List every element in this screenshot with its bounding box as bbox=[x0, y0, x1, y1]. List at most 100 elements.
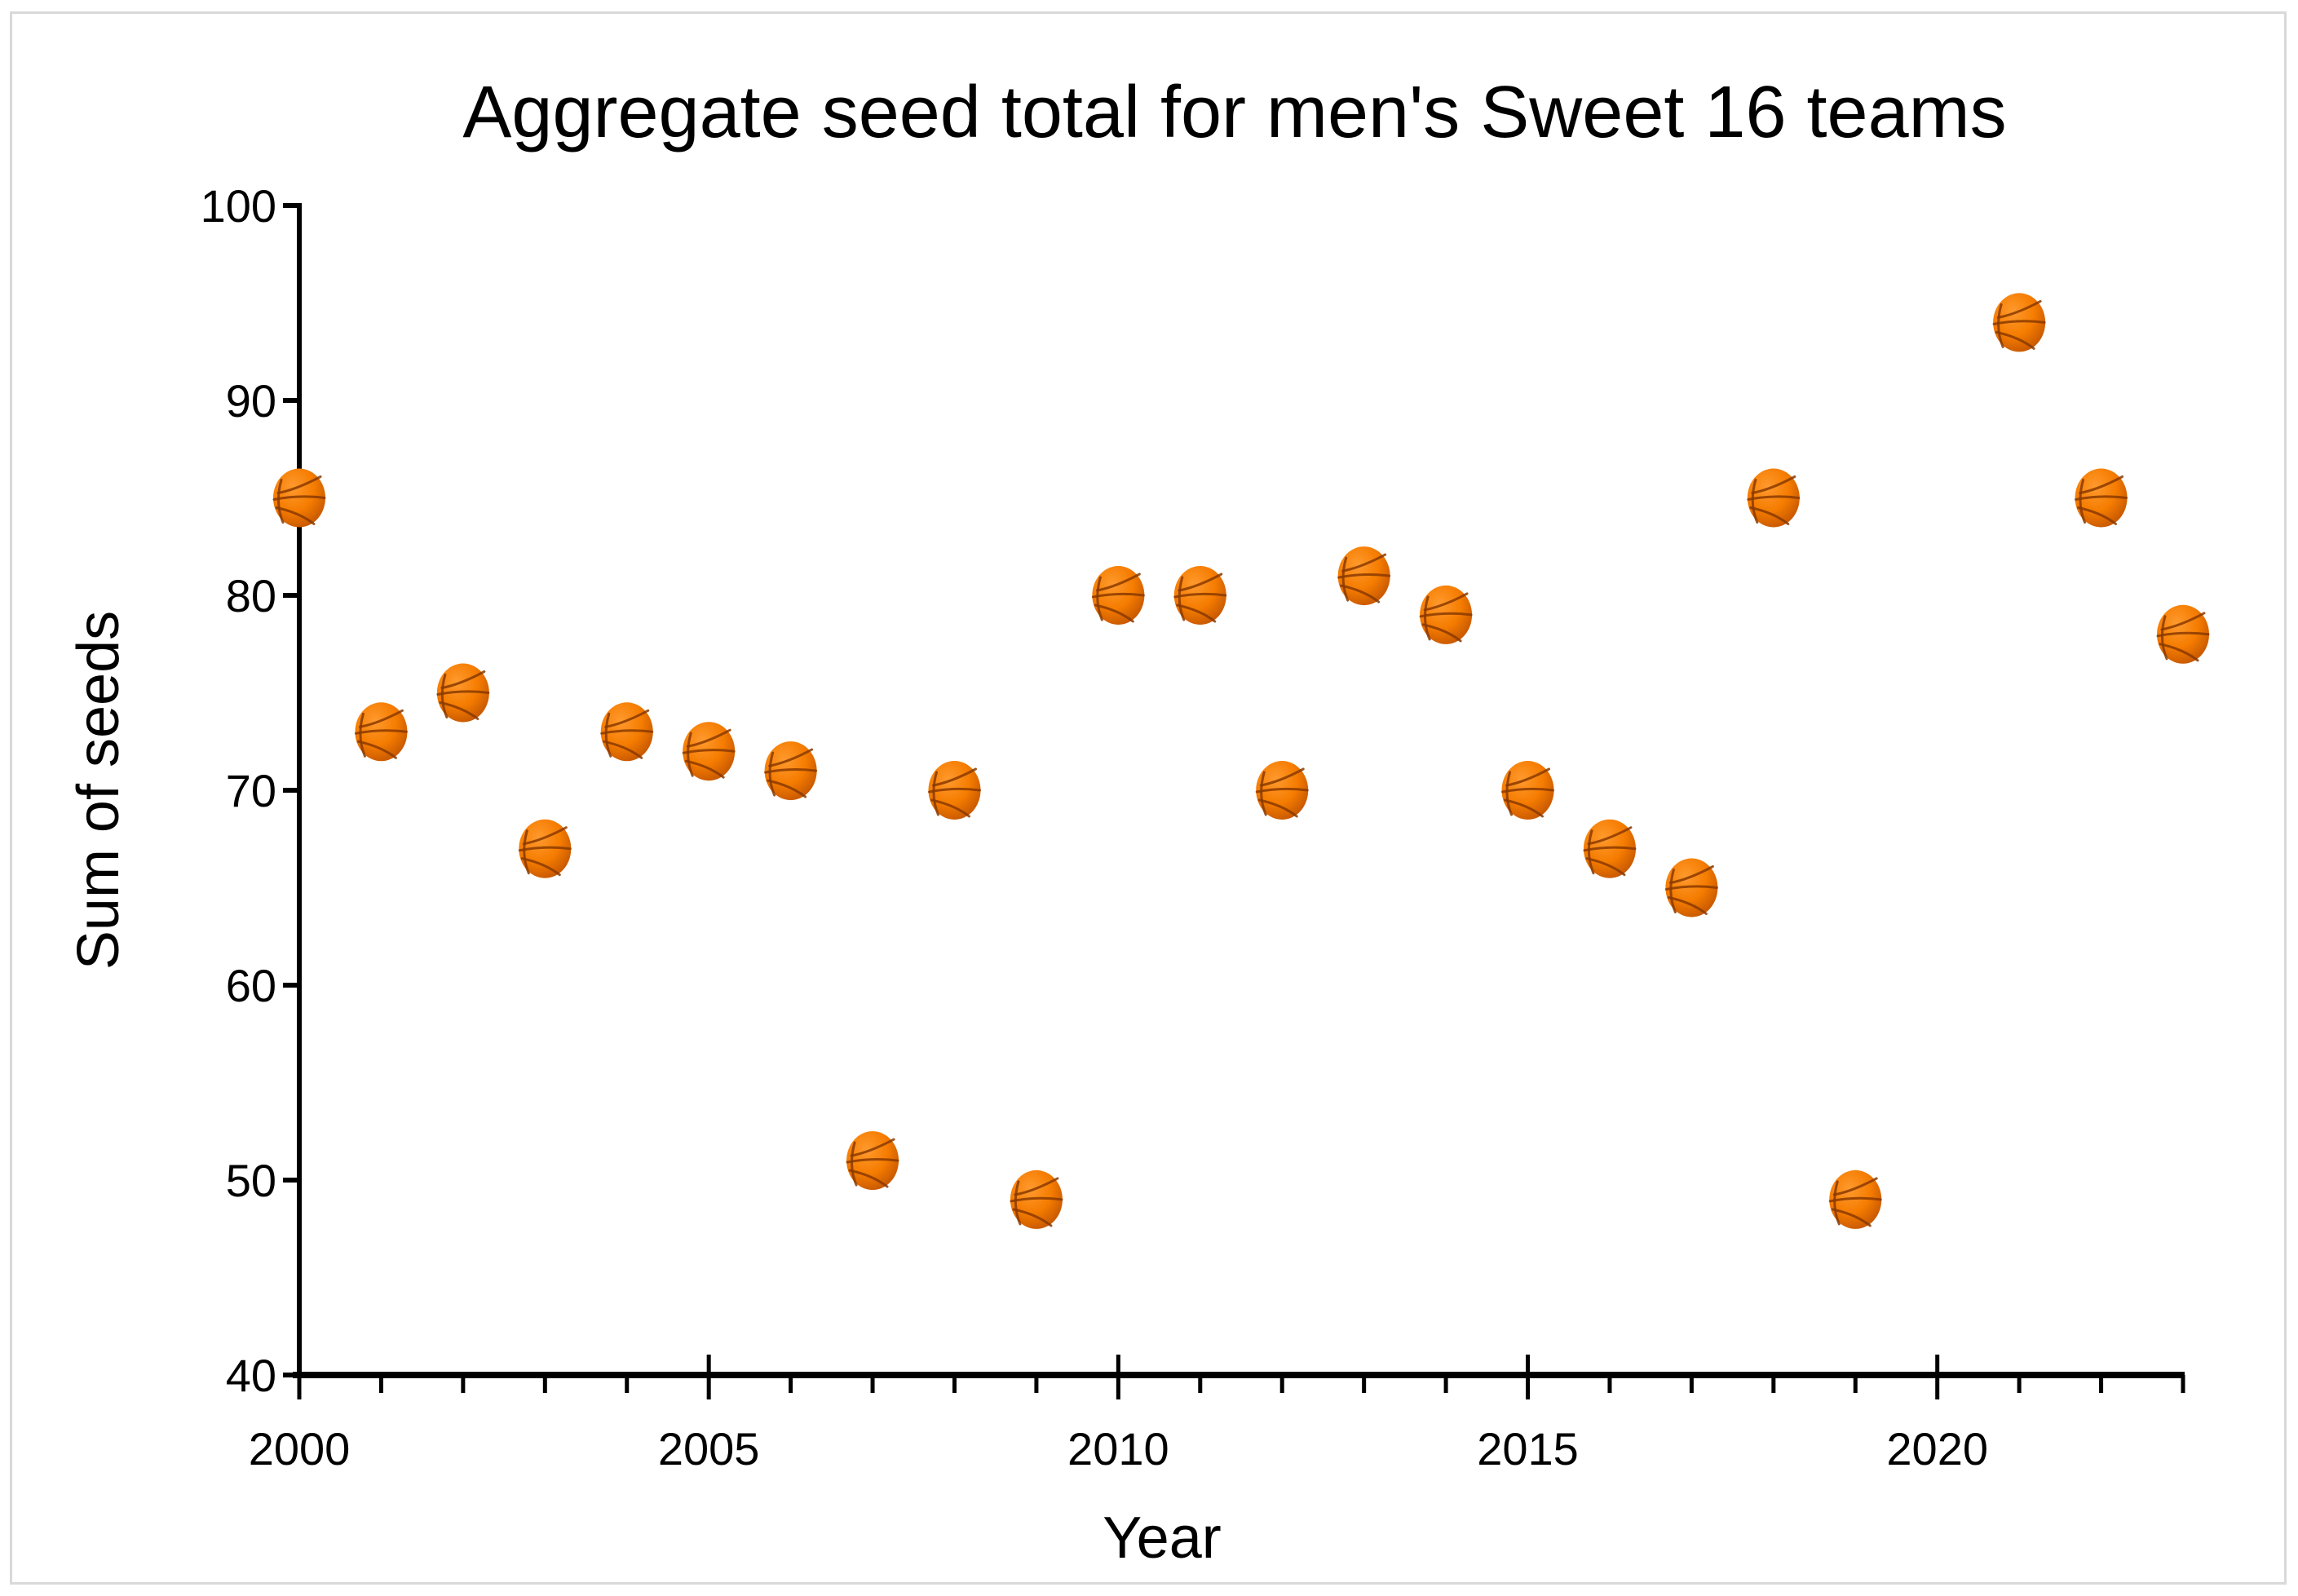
basketball-seam bbox=[1585, 857, 1626, 877]
basketball-seam bbox=[930, 798, 970, 818]
data-point bbox=[682, 722, 736, 781]
basketball-seam bbox=[1012, 1208, 1053, 1227]
basketball-seam bbox=[2079, 479, 2087, 524]
basketball-seam bbox=[439, 701, 479, 720]
basketball-seam bbox=[1833, 1180, 1841, 1226]
basketball-seam bbox=[1014, 1177, 1059, 1196]
basketball-seam bbox=[603, 740, 643, 759]
x-tick-label: 2010 bbox=[1067, 1423, 1169, 1474]
basketball-seam bbox=[1176, 603, 1217, 623]
basketball-seam bbox=[2079, 475, 2124, 494]
y-tick-label: 90 bbox=[226, 375, 276, 427]
data-point bbox=[1583, 819, 1637, 878]
basketball-seam bbox=[1260, 771, 1267, 816]
basketball-seam bbox=[1340, 584, 1381, 603]
chart-title: Aggregate seed total for men's Sweet 16 … bbox=[462, 72, 2006, 153]
data-point bbox=[436, 663, 490, 723]
basketball-seam bbox=[520, 857, 561, 877]
basketball-seam bbox=[1749, 506, 1790, 525]
basketball-seam bbox=[1505, 771, 1514, 816]
basketball-seam bbox=[523, 829, 530, 875]
basketball-seam bbox=[1504, 798, 1545, 818]
data-point bbox=[1010, 1169, 1063, 1229]
basketball-seam bbox=[1421, 623, 1462, 643]
basketball-seam bbox=[1094, 603, 1134, 623]
data-point bbox=[2075, 468, 2128, 528]
basketball-seam bbox=[359, 712, 366, 758]
basketball-seam bbox=[1996, 299, 2042, 319]
basketball-seam bbox=[1341, 556, 1350, 602]
x-tick-label: 2015 bbox=[1477, 1423, 1579, 1474]
y-tick-label: 80 bbox=[226, 570, 276, 621]
data-point bbox=[927, 761, 981, 820]
data-point bbox=[1091, 566, 1145, 625]
basketball-seam bbox=[1587, 829, 1595, 875]
basketball-seam bbox=[1259, 767, 1305, 787]
data-point bbox=[354, 702, 408, 762]
basketball-seam bbox=[848, 1169, 889, 1188]
y-tick-label: 60 bbox=[226, 960, 276, 1011]
basketball-seam bbox=[1095, 573, 1141, 592]
data-point bbox=[1828, 1169, 1882, 1229]
basketball-seam bbox=[276, 475, 322, 494]
basketball-seam bbox=[440, 674, 449, 718]
basketball-seam bbox=[684, 759, 725, 779]
chart-frame bbox=[10, 11, 2287, 1585]
basketball-seam bbox=[1832, 1177, 1878, 1196]
basketball-seam bbox=[931, 767, 977, 787]
x-axis-label: Year bbox=[1103, 1505, 1221, 1571]
y-axis-label: Sum of seeds bbox=[66, 611, 131, 970]
basketball-seam bbox=[1667, 896, 1708, 915]
basketball-seam bbox=[686, 728, 731, 748]
data-point bbox=[1747, 468, 1801, 528]
basketball-seam bbox=[1424, 595, 1431, 641]
basketball-seam bbox=[1014, 1180, 1022, 1226]
basketball-seam bbox=[2160, 612, 2206, 631]
data-point bbox=[600, 702, 654, 762]
data-point bbox=[1992, 293, 2046, 352]
basketball-seam bbox=[1669, 869, 1677, 913]
basketball-seam bbox=[1668, 865, 1714, 884]
basketball-seam bbox=[1995, 330, 2035, 350]
basketball-seam bbox=[2077, 506, 2118, 525]
data-point bbox=[518, 819, 572, 878]
y-tick-label: 50 bbox=[226, 1155, 276, 1206]
basketball-seam bbox=[1505, 767, 1551, 787]
y-tick-label: 70 bbox=[226, 765, 276, 816]
basketball-seam bbox=[1257, 798, 1298, 818]
basketball-seam bbox=[687, 732, 694, 777]
basketball-seam bbox=[440, 670, 486, 689]
data-point bbox=[846, 1131, 899, 1191]
basketball-seam bbox=[277, 479, 285, 524]
y-tick-label: 100 bbox=[201, 180, 276, 232]
basketball-seam bbox=[1587, 826, 1633, 846]
basketball-seam bbox=[1751, 475, 1796, 494]
basketball-seam bbox=[768, 748, 814, 767]
basketball-seam bbox=[604, 712, 612, 758]
basketball-seam bbox=[2159, 643, 2199, 662]
basketball-seam bbox=[851, 1141, 858, 1187]
x-tick-label: 2020 bbox=[1886, 1423, 1988, 1474]
basketball-seam bbox=[1831, 1208, 1872, 1227]
basketball-seam bbox=[767, 779, 807, 798]
basketball-seam bbox=[1096, 576, 1103, 621]
basketball-seam bbox=[1178, 573, 1223, 592]
axes: 40 50 60 70 80 90 100 2000 2005 2010 2015 2020 bbox=[201, 180, 2185, 1474]
data-point bbox=[1173, 566, 1227, 625]
data-point bbox=[764, 741, 818, 801]
basketball-seam bbox=[1751, 479, 1759, 524]
data-point bbox=[2156, 604, 2210, 664]
data-point bbox=[1419, 585, 1473, 644]
basketball-seam bbox=[850, 1138, 895, 1157]
y-tick-label: 40 bbox=[226, 1350, 276, 1401]
basketball-seam bbox=[2161, 615, 2168, 661]
basketball-seam bbox=[356, 740, 397, 759]
basketball-seam bbox=[932, 771, 939, 816]
data-point bbox=[1255, 761, 1309, 820]
data-points bbox=[272, 293, 2210, 1229]
basketball-seam bbox=[522, 826, 568, 846]
basketball-seam bbox=[275, 506, 316, 525]
basketball-seam bbox=[1341, 553, 1387, 573]
data-point bbox=[1501, 761, 1555, 820]
